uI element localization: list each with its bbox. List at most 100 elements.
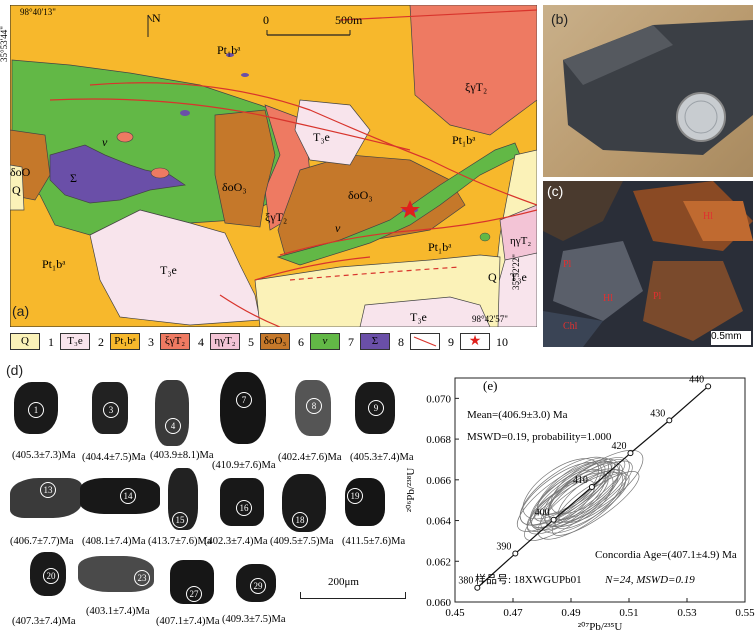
panel-d-label: (d) <box>6 362 24 378</box>
legend-swatch-8: Σ <box>360 333 390 350</box>
mineral-label-hl-1: Hl <box>703 211 713 222</box>
error-ellipse <box>548 449 644 523</box>
age-label: 400 <box>535 508 550 519</box>
zircon-panel: (d) 1 3 4 7 8 9 (405.3±7.3)Ma (404.4±7.5… <box>0 360 440 635</box>
legend-swatch-7: v <box>310 333 340 350</box>
legend-swatch-3: Pt₁bᵃ <box>110 333 140 350</box>
zircon-age: (404.4±7.5)Ma <box>82 452 146 463</box>
zircon-num: 1 <box>28 402 44 418</box>
legend-swatch-6: δoO₃ <box>260 333 290 350</box>
mean-text: Mean=(406.9±3.0) Ma <box>467 409 568 421</box>
zircon-num: 8 <box>306 398 322 414</box>
zircon-num: 19 <box>347 488 363 504</box>
zircon-num: 16 <box>236 500 252 516</box>
zircon-num: 29 <box>250 578 266 594</box>
age-marker <box>666 417 673 424</box>
zircon-grain <box>220 372 266 444</box>
zircon-scale-bar <box>300 592 406 599</box>
x-tick-label: 0.49 <box>561 607 581 619</box>
north-arrow-icon <box>147 14 153 37</box>
legend-swatch-10: ★ <box>460 333 490 350</box>
mswd-text: MSWD=0.19, probability=1.000 <box>467 431 612 443</box>
age-marker <box>474 584 481 591</box>
unit-deltao-2: δoO₃ <box>222 180 247 194</box>
zircon-num: 27 <box>186 586 202 602</box>
legend-swatch-5: ηγT₂ <box>210 333 240 350</box>
unit-etag-1: ηγT₂ <box>510 235 532 247</box>
unit-pt-3: Pt₁bᵃ <box>428 240 452 254</box>
zircon-age: (405.3±7.4)Ma <box>350 452 414 463</box>
thin-section-image <box>543 181 753 347</box>
unit-deltao-1: δoO <box>10 165 31 179</box>
unit-pt-1: Pt₁bᵃ <box>217 43 241 57</box>
legend-swatch-4: ξγT₂ <box>160 333 190 350</box>
error-ellipse <box>557 469 627 523</box>
coord-top-lon: 98°40'13" <box>20 7 56 17</box>
zircon-num: 9 <box>368 400 384 416</box>
photo-c: (c) Hl Pl Hl Pl Chl 0.5mm <box>543 181 753 347</box>
y-tick-label: 0.070 <box>426 393 451 405</box>
zircon-age: (402.4±7.6)Ma <box>278 452 342 463</box>
y-tick-label: 0.064 <box>426 516 451 528</box>
coord-bottom-lon: 98°42'57" <box>472 314 508 324</box>
map-scale-bar <box>266 30 351 36</box>
age-label: 380 <box>458 576 473 587</box>
unit-t3e-4: T₃e <box>410 310 427 324</box>
age-marker <box>588 483 595 490</box>
age-label: 420 <box>611 441 626 452</box>
mineral-label-pl-1: Pl <box>563 259 572 270</box>
thin-section-scale: 0.5mm <box>711 331 751 345</box>
age-marker <box>627 450 634 457</box>
age-label: 410 <box>573 475 588 486</box>
x-tick-label: 0.45 <box>445 607 465 619</box>
zircon-age: (402.3±7.4)Ma <box>204 536 268 547</box>
mineral-label-hl-2: Hl <box>603 293 613 304</box>
panel-c-label: (c) <box>547 183 564 199</box>
error-ellipse <box>547 462 623 521</box>
legend-num-10: 10 <box>496 335 508 349</box>
legend-swatch-9 <box>410 333 440 350</box>
unit-t3e-3: T₃e <box>510 270 527 284</box>
panel-e-label: (e) <box>483 378 497 393</box>
mineral-label-chl: Chl <box>563 321 578 332</box>
zircon-age: (409.5±7.5)Ma <box>270 536 334 547</box>
y-tick-label: 0.062 <box>426 556 451 568</box>
zircon-age: (407.1±7.4)Ma <box>156 616 220 627</box>
unit-t3e-1: T₃e <box>313 130 330 144</box>
zircon-age: (405.3±7.3)Ma <box>12 450 76 461</box>
sample-star-icon <box>400 200 420 218</box>
mineral-label-pl-2: Pl <box>653 291 662 302</box>
legend-num-3: 3 <box>148 335 154 349</box>
unit-xig-2: ξγT₂ <box>265 210 288 224</box>
zircon-grain <box>155 380 189 446</box>
zircon-num: 20 <box>43 568 59 584</box>
y-tick-label: 0.068 <box>426 434 451 446</box>
legend-num-6: 6 <box>298 335 304 349</box>
zircon-age: (403.1±7.4)Ma <box>86 606 150 617</box>
concordia-panel: 0.45 0.47 0.49 0.51 0.53 0.55 0.060 0.062 0.064 0… <box>400 360 755 635</box>
unit-sigma-1: Σ <box>70 171 77 185</box>
zircon-num: 15 <box>172 512 188 528</box>
geologic-map-svg <box>9 4 538 328</box>
fault-lines <box>49 9 538 328</box>
scale-zero: 0 <box>263 13 269 27</box>
error-ellipse <box>519 462 602 526</box>
coin-icon <box>676 92 726 142</box>
error-ellipse <box>530 461 620 531</box>
zircon-age: (409.3±7.5)Ma <box>222 614 286 625</box>
zircon-num: 4 <box>165 418 181 434</box>
coord-top-lat: 35°53'44" <box>0 26 9 62</box>
x-tick-label: 0.47 <box>503 607 523 619</box>
zircon-num: 3 <box>103 402 119 418</box>
zircon-num: 14 <box>120 488 136 504</box>
unit-v-1: v <box>102 135 108 149</box>
zircon-age: (408.1±7.4)Ma <box>82 536 146 547</box>
legend-swatch-2: T₃e <box>60 333 90 350</box>
unit-pt-4: Pt₁bᵃ <box>42 257 66 271</box>
panel-a-label: (a) <box>12 303 30 319</box>
zircon-num: 7 <box>236 392 252 408</box>
rock-sample-image <box>563 20 753 155</box>
zircon-num: 23 <box>134 570 150 586</box>
sample-text: 样品号: 18XWGUPb01 <box>475 572 582 586</box>
zircon-age: (403.9±8.1)Ma <box>150 450 214 461</box>
